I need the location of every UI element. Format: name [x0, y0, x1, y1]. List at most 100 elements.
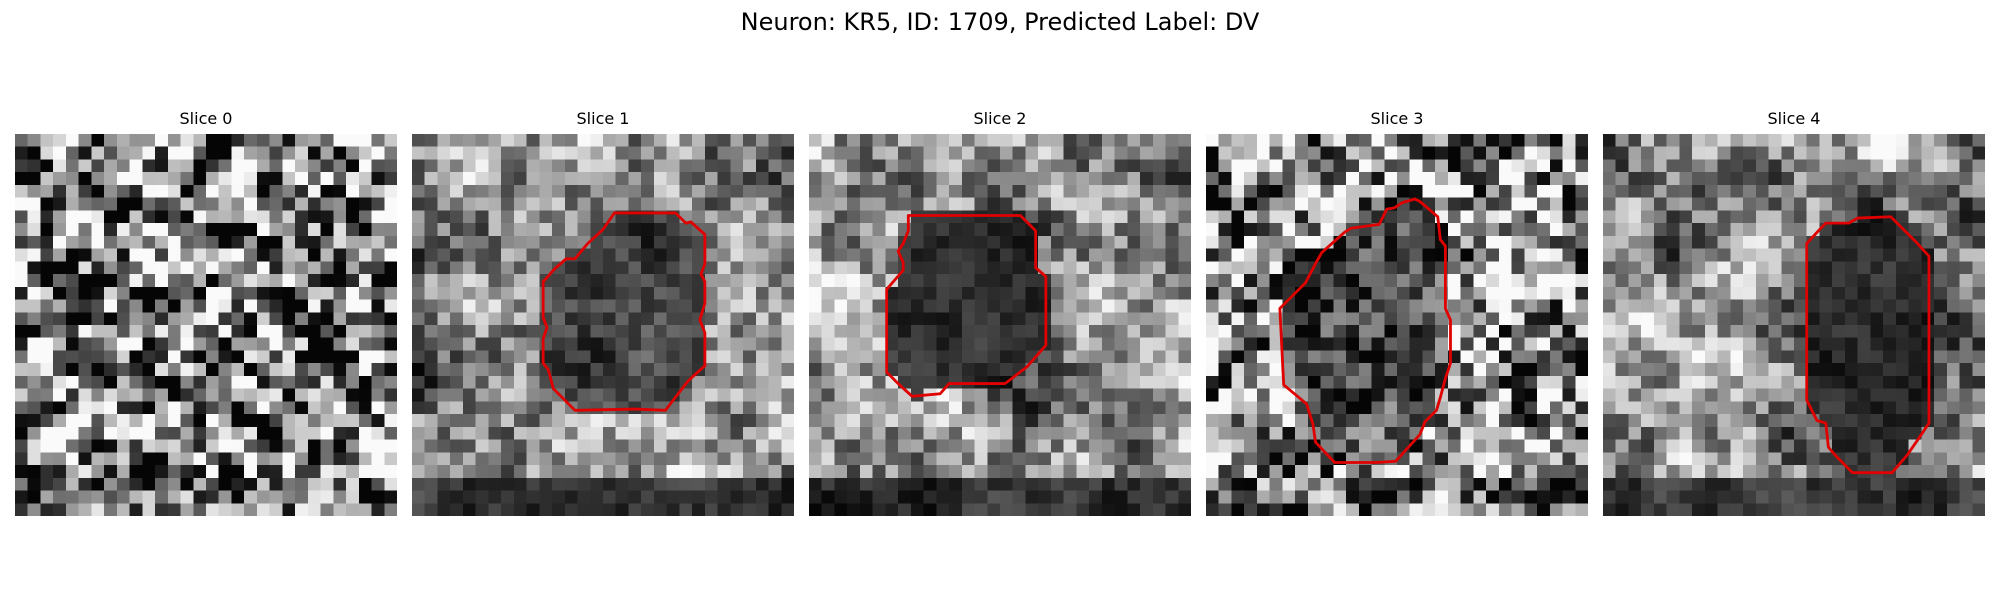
pixel	[1218, 452, 1232, 466]
pixel	[1603, 350, 1616, 364]
pixel	[641, 235, 655, 249]
pixel	[1307, 134, 1321, 147]
pixel	[1000, 503, 1013, 516]
pixel	[821, 490, 835, 504]
pixel	[821, 350, 835, 364]
pixel	[1575, 503, 1588, 516]
pixel	[898, 197, 912, 211]
pixel	[949, 452, 963, 466]
pixel	[590, 146, 604, 160]
pixel	[1895, 184, 1909, 198]
pixel	[15, 350, 28, 364]
pixel	[1679, 134, 1693, 147]
pixel	[1473, 146, 1487, 160]
pixel	[628, 337, 642, 351]
pixel	[15, 477, 28, 491]
pixel	[821, 197, 835, 211]
pixel	[346, 337, 360, 351]
pixel	[552, 210, 566, 224]
pixel	[1857, 490, 1871, 504]
pixel	[346, 146, 360, 160]
pixel	[898, 325, 912, 338]
pixel	[628, 375, 642, 389]
pixel	[1165, 274, 1179, 288]
pixel	[1152, 248, 1166, 262]
pixel	[1794, 197, 1807, 211]
pixel	[898, 426, 912, 440]
pixel	[859, 375, 873, 389]
pixel	[564, 286, 578, 300]
pixel	[923, 197, 937, 211]
pixel	[142, 146, 156, 160]
pixel	[1076, 426, 1090, 440]
pixel	[206, 439, 219, 453]
pixel	[501, 477, 515, 491]
pixel	[295, 452, 309, 466]
pixel	[1781, 401, 1795, 415]
pixel	[1641, 312, 1655, 326]
pixel	[1692, 197, 1706, 211]
pixel	[488, 172, 502, 186]
pixel	[1575, 414, 1588, 428]
pixel	[1165, 299, 1179, 313]
pixel	[346, 439, 360, 453]
pixel	[129, 134, 143, 147]
pixel	[603, 312, 616, 326]
pixel	[1447, 223, 1461, 237]
pixel	[1819, 477, 1833, 491]
pixel	[1333, 172, 1347, 186]
pixel	[590, 465, 604, 479]
pixel	[809, 363, 822, 377]
pixel	[142, 477, 156, 491]
pixel	[1844, 286, 1858, 300]
pixel	[1946, 274, 1960, 288]
pixel	[577, 159, 591, 173]
pixel	[256, 210, 270, 224]
pixel	[1704, 248, 1718, 262]
pixel	[1178, 197, 1191, 211]
pixel	[1409, 375, 1423, 389]
pixel	[923, 159, 937, 173]
pixel	[653, 197, 667, 211]
pixel	[1870, 286, 1884, 300]
pixel	[1768, 248, 1782, 262]
pixel	[1063, 261, 1077, 275]
pixel	[590, 248, 604, 262]
pixel	[1844, 363, 1858, 377]
pixel	[1089, 248, 1103, 262]
pixel	[1781, 286, 1795, 300]
pixel	[898, 134, 912, 147]
pixel	[1486, 503, 1500, 516]
pixel	[462, 146, 476, 160]
pixel	[910, 490, 924, 504]
pixel	[768, 401, 782, 415]
pixel	[936, 146, 950, 160]
pixel	[1218, 146, 1232, 160]
pixel	[1603, 184, 1616, 198]
pixel	[781, 261, 794, 275]
pixel	[1282, 325, 1296, 338]
pixel	[307, 465, 321, 479]
pixel	[1333, 337, 1347, 351]
pixel	[193, 159, 207, 173]
pixel	[1244, 401, 1258, 415]
pixel	[1307, 388, 1321, 402]
pixel	[488, 184, 502, 198]
pixel	[577, 197, 591, 211]
pixel	[1959, 235, 1973, 249]
pixel	[603, 439, 616, 453]
pixel	[1025, 401, 1039, 415]
pixel	[1908, 388, 1922, 402]
pixel	[1844, 401, 1858, 415]
pixel	[666, 146, 680, 160]
pixel	[872, 477, 886, 491]
pixel	[1127, 146, 1141, 160]
pixel	[603, 388, 616, 402]
pixel	[1549, 375, 1563, 389]
pixel	[847, 261, 861, 275]
pixel	[1575, 210, 1588, 224]
pixel	[1140, 286, 1154, 300]
pixel	[552, 172, 566, 186]
pixel	[1000, 325, 1013, 338]
pixel	[1397, 363, 1410, 377]
